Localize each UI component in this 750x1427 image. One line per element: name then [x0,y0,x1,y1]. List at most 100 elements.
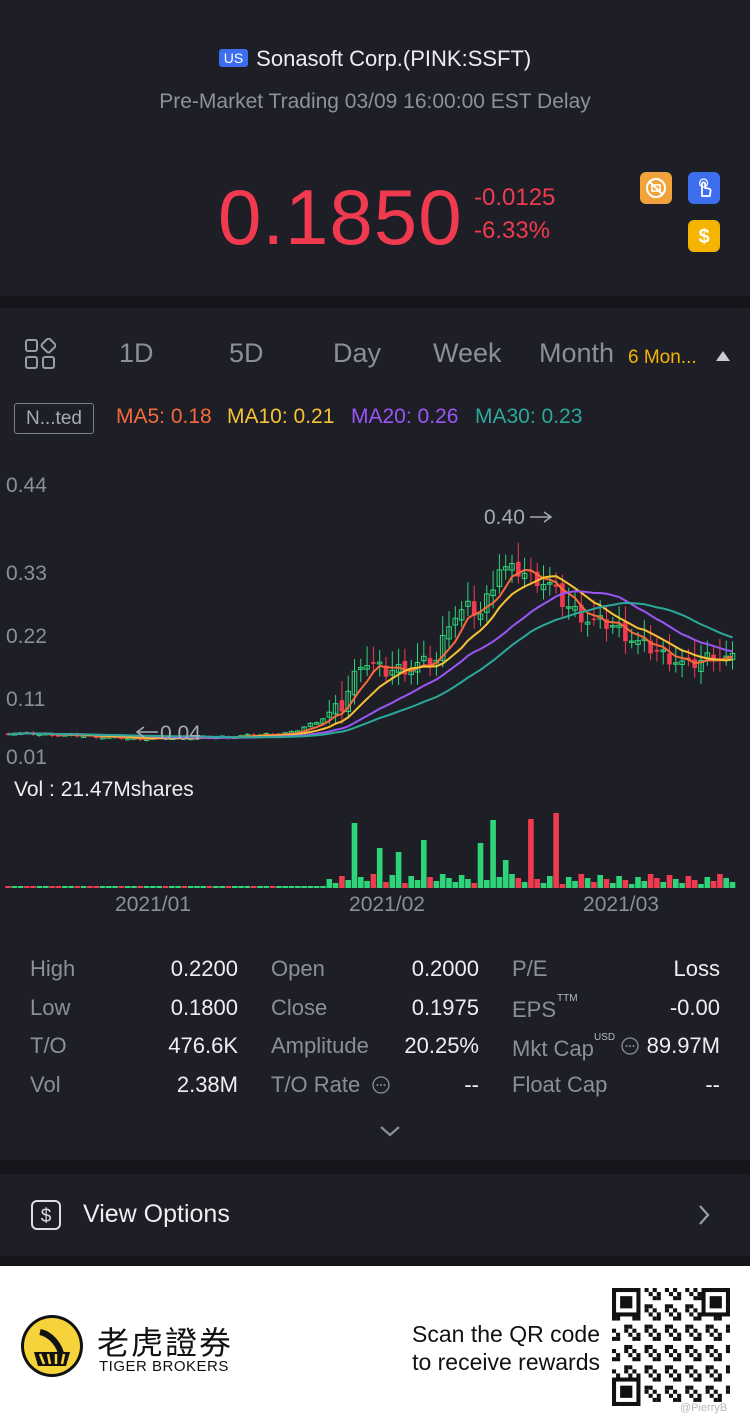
tab-period-selected[interactable]: 6 Mon... [628,347,697,368]
candle-body [679,660,685,665]
volume-bar [584,878,591,888]
candle-body [584,621,591,625]
candle-body [667,653,672,665]
svg-text:$: $ [41,1206,52,1227]
candle-body [623,621,628,642]
candlestick-chart[interactable]: 0.44 0.33 0.22 0.11 0.01 0.40 0.04 Vol :… [0,458,750,938]
candle-body [698,659,704,672]
volume-bar [509,874,515,888]
expand-chevron-icon[interactable] [379,1124,401,1143]
candle-body [610,625,616,628]
no-pdt-icon[interactable] [640,172,672,204]
volume-bar [257,886,263,888]
volume-bar [622,880,629,888]
brand-name-cn: 老虎證券 [97,1324,234,1362]
ma-lines-group [7,568,733,740]
volume-bar [225,886,232,888]
tiger-logo-icon [20,1314,84,1383]
volume-bar [112,886,118,888]
svg-text:$: $ [698,226,709,248]
candle-body [654,649,660,652]
volume-bar [635,877,641,888]
trading-status: Pre-Market Trading 03/09 16:00:00 EST De… [159,90,591,113]
adjust-toggle[interactable]: N...ted [14,403,94,434]
x-tick-label: 2021/02 [349,893,425,916]
dollar-icon[interactable]: $ [688,220,720,252]
candle-body [490,589,496,597]
candle-body [351,670,358,696]
tab-week[interactable]: Week [433,338,502,368]
volume-bar [654,878,660,888]
qr-code[interactable] [612,1288,730,1406]
volume-bar [402,883,408,888]
tab-5d[interactable]: 5D [229,338,264,368]
stat-value-amplitude: 20.25% [404,1033,479,1058]
candle-body [604,619,609,629]
volume-bar [515,878,522,888]
period-dropdown-icon[interactable] [716,351,730,361]
volume-bar [534,879,540,888]
stat-value-turnover: 476.6K [168,1033,238,1058]
volume-bar [11,886,18,888]
volume-bar [80,886,87,888]
volume-bar [717,874,723,888]
volume-label: Vol : 21.47Mshares [14,778,194,801]
last-price: 0.1850 [218,173,463,261]
volume-bar [24,886,30,888]
view-options-row[interactable]: $ View Options [0,1174,750,1256]
tab-1d[interactable]: 1D [119,338,154,368]
volume-bar [36,886,43,888]
tab-month[interactable]: Month [539,338,615,368]
volume-bar [641,881,648,888]
candle-body [345,690,351,712]
touch-icon[interactable] [688,172,720,204]
candle-body [509,563,515,571]
volume-bar [471,883,477,888]
mkt-cap-currency-tag: USD [594,1032,616,1043]
stat-label-low: Low [30,995,71,1020]
candle-body [534,571,540,587]
x-tick-label: 2021/01 [115,893,191,916]
volume-bar [591,882,597,888]
volume-bar [647,874,654,888]
volume-bar [351,823,358,888]
volume-bar [578,874,585,888]
candle-body [560,583,565,608]
chart-tabs: 1D 5D Day Week Month 6 Mon... [0,330,750,380]
stat-value-mkt-cap: 89.97M [646,1033,720,1058]
volume-bar [364,881,370,888]
volume-bar [679,883,685,888]
ma30-label: MA30: 0.23 [475,405,583,428]
volume-bar [74,886,81,888]
volume-bar [433,881,440,888]
candle-body [660,649,667,653]
volume-bar [553,813,559,888]
grid-menu-icon[interactable] [24,337,57,375]
candle-body [686,657,691,660]
volume-bar [282,886,288,888]
info-icon[interactable] [372,1076,390,1099]
volume-bar [301,886,307,888]
volume-bar [383,882,389,888]
volume-bar [395,852,402,888]
volume-bar [175,886,181,888]
tab-day[interactable]: Day [333,338,382,368]
ma-line [7,590,733,739]
info-icon[interactable] [621,1037,639,1060]
stat-value-vol: 2.38M [176,1072,238,1097]
candle-body [579,604,584,623]
y-tick-label: 0.33 [6,562,47,585]
volume-bar [49,886,55,888]
volume-bar [232,886,238,888]
candle-body [402,660,408,675]
stock-title-row: US Sonasoft Corp.(PINK:SSFT) [0,46,750,72]
candle-body [465,600,471,607]
volume-bar [358,877,364,888]
volume-bar [320,886,326,888]
promo-footer: 老虎證券 TIGER BROKERS Scan the QR code to r… [0,1266,750,1427]
candle-body [471,601,477,616]
ma10-label: MA10: 0.21 [227,405,335,428]
volume-bar [250,886,257,888]
candle-body [383,665,389,677]
brand-name-en: TIGER BROKERS [99,1358,229,1375]
